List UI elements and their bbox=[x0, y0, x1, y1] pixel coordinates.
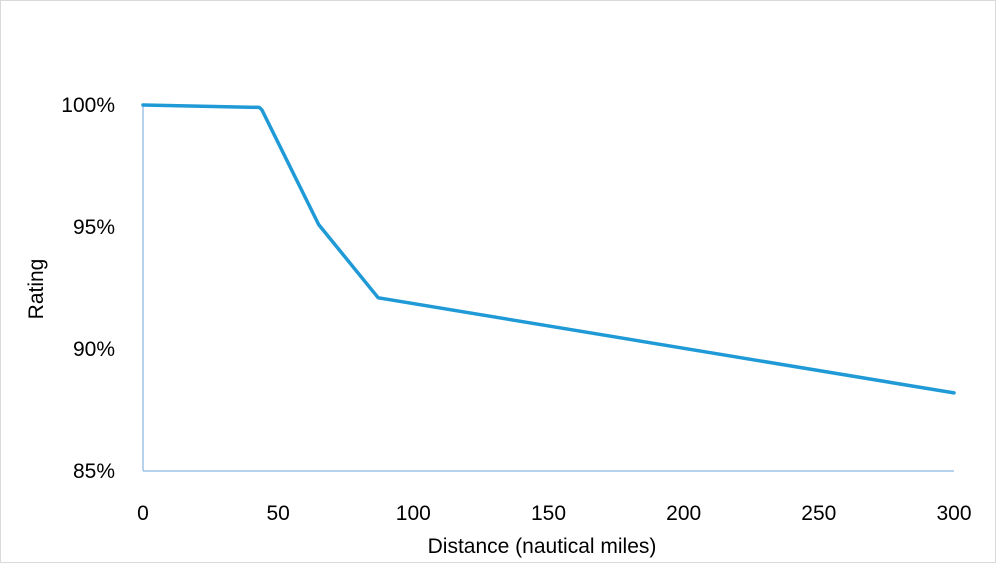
y-tick-label: 90% bbox=[73, 338, 115, 361]
x-tick-label: 150 bbox=[531, 502, 566, 525]
x-axis-title: Distance (nautical miles) bbox=[428, 535, 657, 558]
x-tick-label: 0 bbox=[137, 502, 149, 525]
y-tick-labels: 85% 90% 95% 100% bbox=[61, 94, 115, 483]
y-tick-label: 85% bbox=[73, 460, 115, 483]
x-tick-label: 250 bbox=[801, 502, 836, 525]
axes bbox=[142, 105, 954, 472]
y-tick-label: 100% bbox=[61, 94, 115, 117]
x-tick-label: 100 bbox=[396, 502, 431, 525]
series-line bbox=[141, 103, 956, 395]
y-axis-title: Rating bbox=[25, 259, 48, 320]
x-tick-labels: 0 50 100 150 200 250 300 bbox=[137, 502, 971, 525]
x-tick-label: 200 bbox=[666, 502, 701, 525]
x-tick-label: 50 bbox=[266, 502, 289, 525]
x-tick-label: 300 bbox=[936, 502, 971, 525]
series-group bbox=[141, 103, 956, 395]
y-tick-label: 95% bbox=[73, 216, 115, 239]
